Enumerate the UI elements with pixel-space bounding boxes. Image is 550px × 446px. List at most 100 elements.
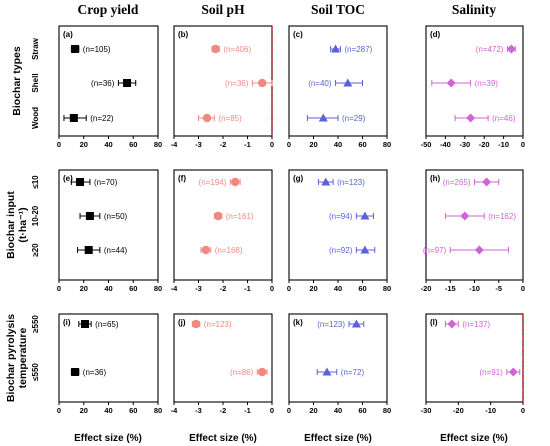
x-axis-label-crop-yield: Effect size (%) xyxy=(74,433,142,444)
x-tick-label: 0 xyxy=(521,284,525,293)
x-tick-label: 80 xyxy=(383,140,391,149)
x-tick-label: 40 xyxy=(104,284,112,293)
sample-size-label: (n=72) xyxy=(341,368,365,377)
panel-letter: (e) xyxy=(63,174,73,183)
x-tick-label: 40 xyxy=(334,284,342,293)
point-10-20: (n=50) xyxy=(79,212,128,221)
x-tick-label: 0 xyxy=(521,140,525,149)
point-ge20: (n=92) xyxy=(329,245,376,255)
x-tick-label: 20 xyxy=(309,406,317,415)
sample-size-label: (n=123) xyxy=(317,320,345,329)
x-tick-label: 60 xyxy=(358,140,366,149)
square-marker xyxy=(71,45,80,53)
panel-e: (e) 0 20 40 60 80 (n=70) (n=50) (n=44) xyxy=(57,169,162,293)
x-tick-label: 40 xyxy=(104,406,112,415)
point-10-20: (n=161) xyxy=(213,211,254,221)
x-axis-label-soil-ph: Effect size (%) xyxy=(189,433,257,444)
sample-size-label: (n=137) xyxy=(462,320,490,329)
panel-letter: (g) xyxy=(293,174,304,183)
panel-letter: (h) xyxy=(430,174,441,183)
circle-marker xyxy=(258,367,267,377)
col-title-crop-yield: Crop yield xyxy=(78,2,139,17)
x-tick-label: 0 xyxy=(287,284,291,293)
row-label-straw: Straw xyxy=(31,37,40,60)
x-tick-label: -10 xyxy=(498,140,509,149)
x-tick-label: -20 xyxy=(421,284,432,293)
sample-size-label: (n=265) xyxy=(443,178,471,187)
circle-marker xyxy=(213,211,223,221)
triangle-marker xyxy=(321,177,331,186)
triangle-marker xyxy=(318,113,328,122)
sample-size-label: (n=85) xyxy=(218,114,242,123)
x-tick-label: -2 xyxy=(220,284,227,293)
point-wood: (n=46) xyxy=(454,113,516,123)
point-straw: (n=287) xyxy=(330,44,373,54)
circle-marker xyxy=(201,245,211,255)
row-title-0-line-0: Biochar types xyxy=(11,46,23,116)
diamond-marker xyxy=(508,367,518,377)
x-tick-label: 60 xyxy=(358,284,366,293)
point-straw: (n=105) xyxy=(70,45,111,54)
square-marker xyxy=(123,79,132,87)
panel-letter: (f) xyxy=(178,174,186,183)
x-tick-label: -50 xyxy=(421,140,432,149)
x-tick-label: -20 xyxy=(479,140,490,149)
square-marker xyxy=(80,320,89,328)
row-title-2-line-0: Biochar pyrolysis xyxy=(5,314,17,402)
sample-size-label: (n=36) xyxy=(225,79,249,88)
panel-j: (j) -4 -3 -2 -1 0 (n=123) (n=86) xyxy=(171,313,274,415)
x-tick-label: -10 xyxy=(469,284,480,293)
panel-k: (k) 0 20 40 60 80 (n=123) (n=72) xyxy=(287,313,391,415)
x-tick-label: -4 xyxy=(171,406,178,415)
panel-h: (h) -20 -15 -10 -5 0 (n=265) (n=162) (n=97) xyxy=(421,169,525,293)
x-tick-label: 80 xyxy=(383,284,391,293)
diamond-marker xyxy=(466,113,476,123)
point-le10: (n=194) xyxy=(199,177,241,187)
x-tick-label: 0 xyxy=(57,284,61,293)
column-titles: Crop yield Soil pH Soil TOC Salinity xyxy=(78,2,497,17)
point-ge20: (n=97) xyxy=(423,245,509,255)
col-title-soil-ph: Soil pH xyxy=(201,2,245,17)
x-tick-label: -5 xyxy=(495,284,502,293)
x-tick-label: -1 xyxy=(244,284,251,293)
row-label-wood: Wood xyxy=(31,107,40,129)
col-title-salinity: Salinity xyxy=(452,2,497,17)
x-axis-label-soil-toc: Effect size (%) xyxy=(304,433,372,444)
row-title-1-line-1: (t·ha⁻¹) xyxy=(17,207,29,242)
triangle-marker xyxy=(331,44,341,53)
point-10-20: (n=94) xyxy=(329,211,375,221)
x-tick-label: 0 xyxy=(270,140,274,149)
panel-c: (c) 0 20 40 60 80 (n=287) (n=40) (n=29) xyxy=(287,25,391,149)
circle-marker xyxy=(202,113,212,123)
sample-size-label: (n=287) xyxy=(344,45,372,54)
point-wood: (n=22) xyxy=(63,114,114,123)
x-tick-label: 20 xyxy=(309,140,317,149)
panel-a: (a) 0 20 40 60 80 (n=105) (n=36) (n=22) xyxy=(57,25,162,149)
panel-letter: (l) xyxy=(430,318,438,327)
sample-size-label: (n=105) xyxy=(83,45,111,54)
x-tick-label: 0 xyxy=(270,406,274,415)
panel-letter: (b) xyxy=(178,30,189,39)
panel-l: (l) -30 -20 -10 0 (n=137) (n=91) xyxy=(421,313,525,415)
point-ge550: (n=123) xyxy=(317,319,365,329)
x-tick-label: -4 xyxy=(171,140,178,149)
row-label-ge550: ≥550 xyxy=(31,315,40,333)
diamond-marker xyxy=(460,211,470,221)
diamond-marker xyxy=(447,319,457,329)
sample-size-label: (n=29) xyxy=(342,114,366,123)
col-title-soil-toc: Soil TOC xyxy=(311,2,365,17)
row-label-shell: Shell xyxy=(31,73,40,92)
row-titles: Biochar types Biochar input (t·ha⁻¹) Biocha… xyxy=(5,46,29,402)
point-straw: (n=406) xyxy=(211,44,251,54)
x-tick-label: -30 xyxy=(421,406,432,415)
x-tick-label: -3 xyxy=(195,140,202,149)
x-tick-label: 0 xyxy=(270,284,274,293)
x-tick-label: 60 xyxy=(129,406,137,415)
x-tick-label: 40 xyxy=(104,140,112,149)
sample-size-label: (n=40) xyxy=(308,79,332,88)
x-tick-label: 60 xyxy=(129,284,137,293)
x-tick-label: -15 xyxy=(445,284,456,293)
x-tick-label: -3 xyxy=(195,284,202,293)
x-axis-label-salinity: Effect size (%) xyxy=(440,433,508,444)
sample-size-label: (n=194) xyxy=(199,178,227,187)
